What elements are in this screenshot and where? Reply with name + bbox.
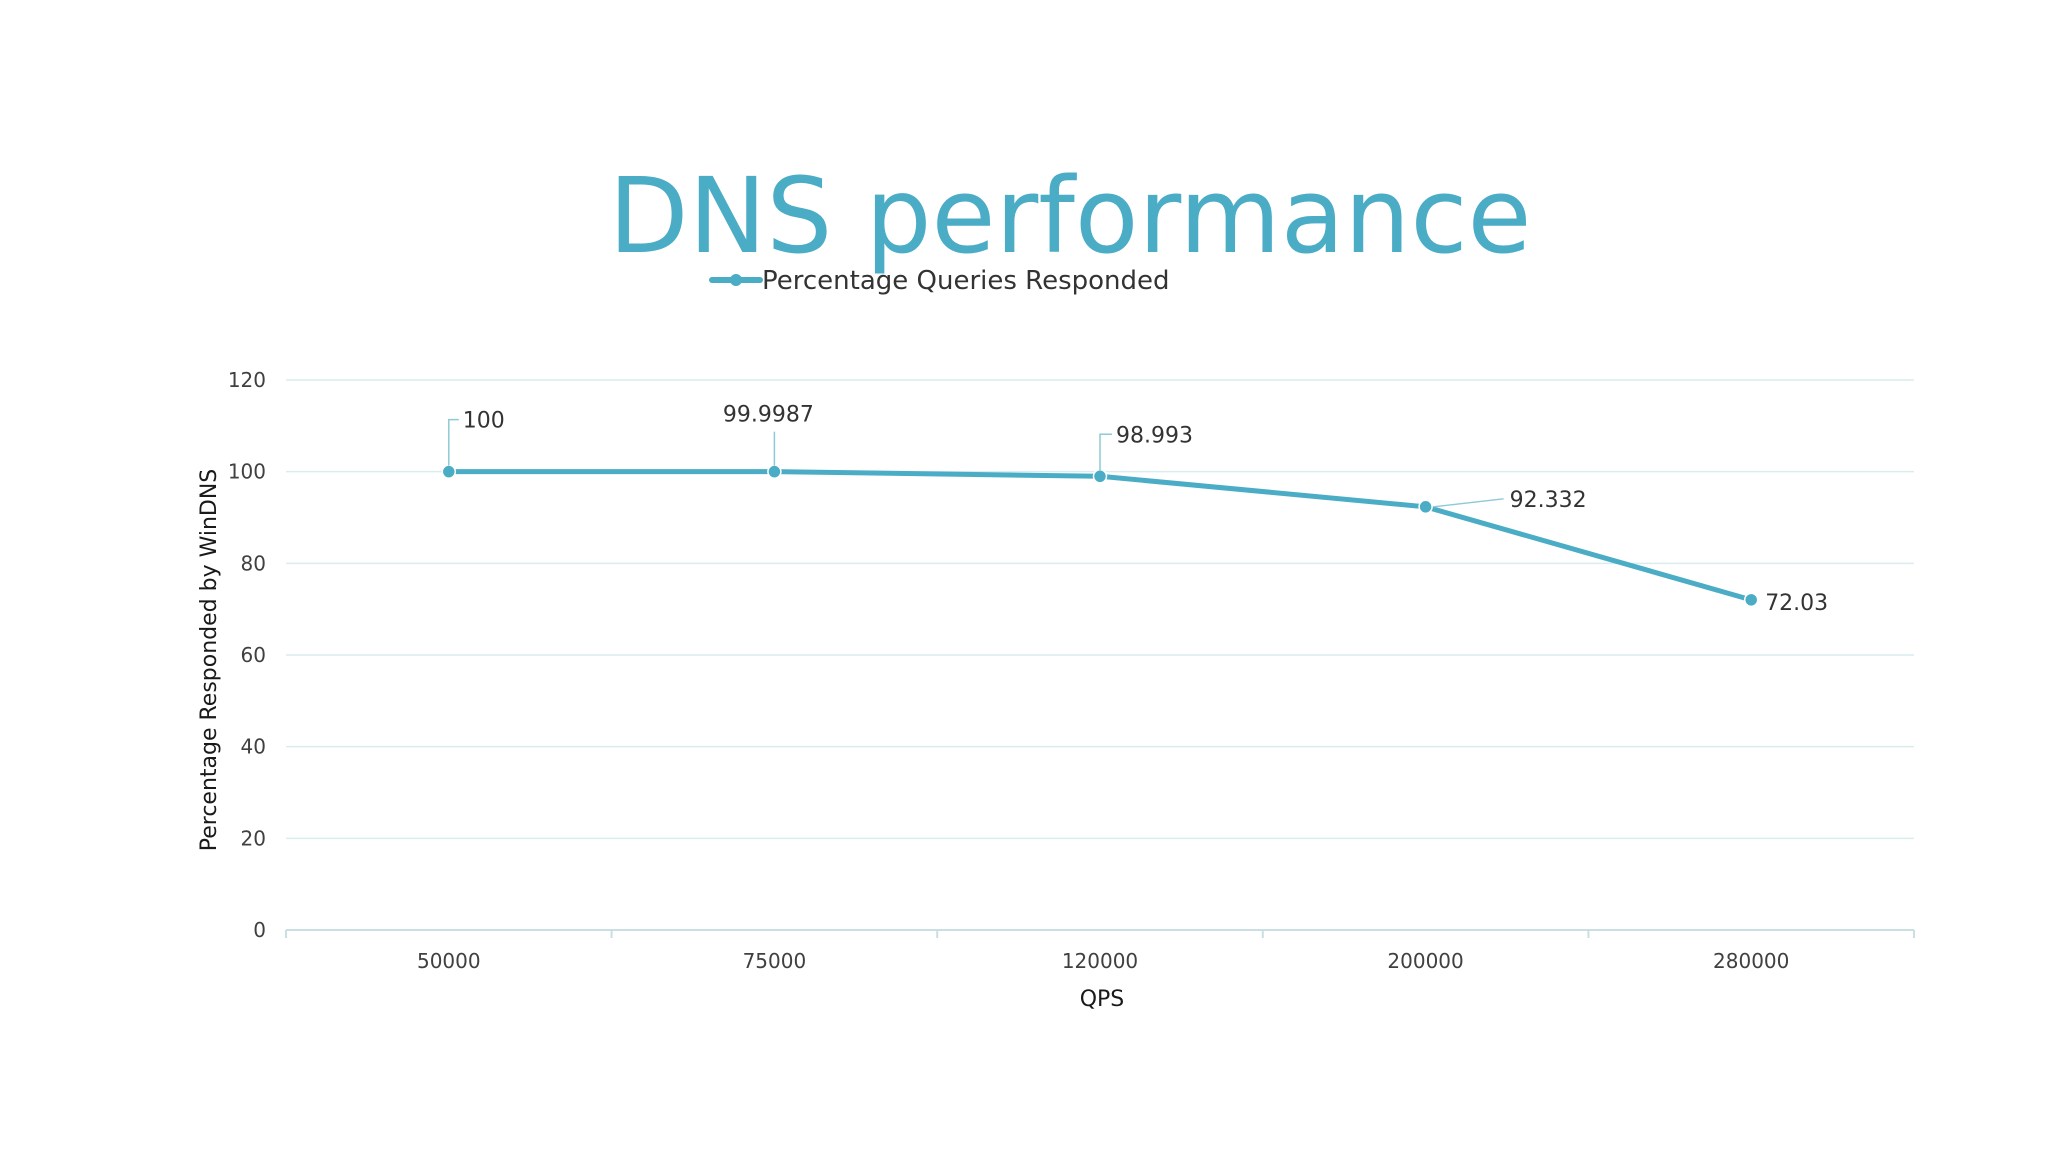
legend-point-marker [730,274,742,286]
leader-line-120000 [1099,433,1112,471]
axes: 0 20 40 60 80 100 120 50000 75000 120000 200000 280… [228,368,1915,973]
chart-title: DNS performance [609,155,1532,277]
data-label-280000: 72.03 [1765,591,1828,616]
data-point-50000 [441,464,457,479]
data-point-120000 [1092,469,1108,484]
data-label-75000: 99.9987 [723,403,814,428]
x-tick-label-280000: 280000 [1713,949,1789,973]
legend: Percentage Queries Responded [709,266,1170,296]
leader-line-50000 [448,418,459,466]
y-tick-label-0: 0 [253,918,266,942]
data-point-200000 [1418,499,1433,515]
x-tick-label-120000: 120000 [1062,949,1138,973]
y-tick-label-60: 60 [241,643,266,667]
data-label-120000: 98.993 [1116,423,1193,448]
x-tick-label-200000: 200000 [1387,949,1463,973]
y-tick-label-100: 100 [228,460,266,484]
y-tick-label-20: 20 [241,826,266,850]
y-tick-label-120: 120 [228,368,266,392]
data-labels: 100 99.9987 98.993 92.332 72.03 [448,403,1828,616]
legend-label: Percentage Queries Responded [762,266,1170,296]
x-tick-label-75000: 75000 [743,949,807,973]
leader-line-200000 [1433,498,1504,508]
x-tick-label-50000: 50000 [417,949,481,973]
data-point-280000 [1743,592,1759,608]
series-line-group [441,464,1759,608]
data-label-50000: 100 [463,409,505,434]
data-point-75000 [767,464,782,479]
x-axis-title: QPS [1080,987,1125,1012]
y-tick-label-80: 80 [241,551,266,575]
y-tick-label-40: 40 [241,735,266,759]
y-axis-title: Percentage Responded by WinDNS [197,469,222,852]
data-label-200000: 92.332 [1510,488,1587,513]
